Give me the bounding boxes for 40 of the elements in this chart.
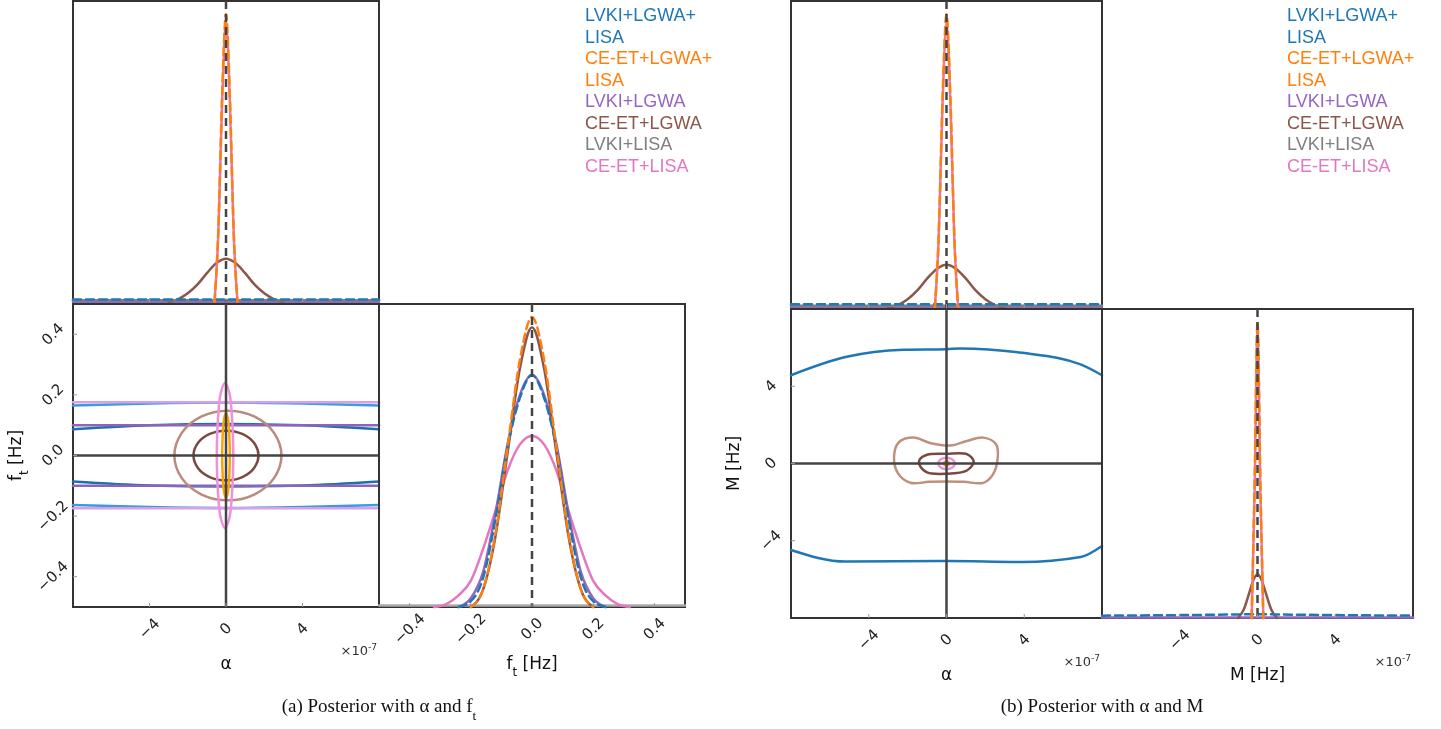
x-tick-label: −4 (1165, 625, 1194, 654)
text: ×10$^{-7}$ (340, 642, 378, 658)
text: (b) Posterior with α and M (1000, 695, 1204, 717)
x-tick-label: 4 (1014, 629, 1034, 650)
x-axis-title: α (220, 653, 232, 673)
y-axis-title: M [Hz] (723, 435, 743, 492)
x-tick-label: 0.0 (516, 613, 547, 644)
text: LVKI+LGWA+LISA (585, 5, 697, 47)
text: ×10$^{-7}$ (1374, 653, 1412, 669)
x-tick-label: 4 (1325, 629, 1345, 650)
text: CE-ET+LGWA (1287, 112, 1404, 133)
text: LVKI+LISA (1287, 134, 1375, 154)
x-tick-label: 4 (292, 618, 312, 639)
x-tick-label: 0 (215, 618, 236, 639)
x-axis-title: M [Hz] (1229, 664, 1286, 684)
text: LVKI+LISA (585, 134, 673, 154)
text: CE-ET+LISA (585, 155, 689, 176)
x-tick-label: 0.2 (578, 613, 608, 644)
y-tick-label: 0.0 (37, 440, 68, 470)
text: LVKI+LGWA (585, 91, 686, 111)
text: ×10$^{-7}$ (1063, 653, 1101, 669)
x-axis-title: f$_{t}$ [Hz] (506, 653, 558, 679)
text: LVKI+LGWA+LISA (1287, 5, 1399, 47)
text: CE-ET+LISA (1287, 155, 1391, 176)
x-tick-label: 0 (936, 629, 956, 650)
text: CE-ET+LGWA+LISA (585, 48, 713, 90)
y-tick-label: 4 (760, 376, 781, 396)
y-tick-label: 0.2 (37, 379, 68, 410)
text: (a) Posterior with α and f$_{t}$ (281, 695, 477, 723)
x-tick-label: 0.4 (639, 613, 669, 644)
x-tick-label: 0 (1247, 629, 1267, 650)
x-tick-label: −4 (854, 625, 883, 654)
text: CE-ET+LGWA (585, 112, 702, 133)
x-axis-title: α (940, 664, 953, 684)
text: CE-ET+LGWA+LISA (1287, 48, 1415, 90)
text: LVKI+LGWA (1287, 91, 1388, 111)
y-tick-label: 0.4 (37, 319, 68, 349)
y-tick-label: 0 (760, 453, 781, 473)
y-tick-label: −4 (756, 526, 785, 555)
x-tick-label: −4 (134, 614, 164, 643)
